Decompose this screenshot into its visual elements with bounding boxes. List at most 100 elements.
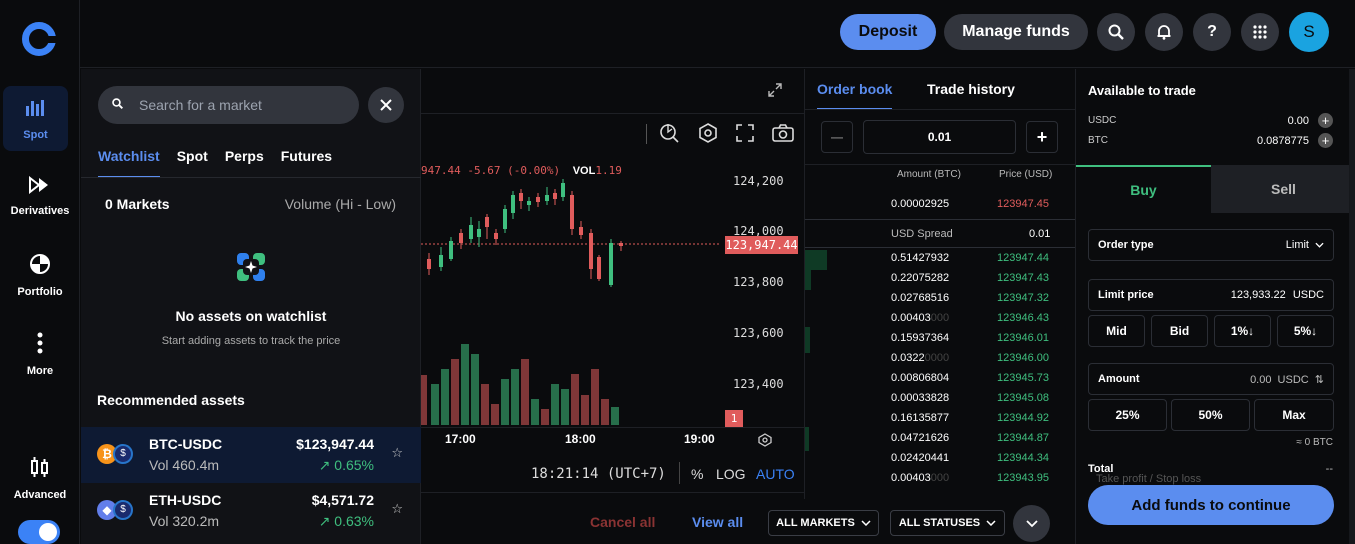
btc-icon: ₿ <box>97 444 117 464</box>
current-price-label: 123,947.44 <box>725 236 798 254</box>
search-input[interactable]: Search for a market <box>98 86 359 124</box>
percent-toggle[interactable]: % <box>691 466 704 482</box>
bid-row[interactable]: 0.00033828 123945.08 <box>805 392 1075 412</box>
bid-row[interactable]: 0.00403000 123946.43 <box>805 312 1075 332</box>
chart-settings-icon[interactable] <box>757 433 773 447</box>
scrollbar[interactable] <box>1349 69 1355 544</box>
time-tick: 17:00 <box>445 432 476 446</box>
increment-field[interactable]: 0.01 <box>863 120 1016 154</box>
bid-row[interactable]: 0.02768516 123947.32 <box>805 292 1075 312</box>
bid-row[interactable]: 0.51427932 123947.44 <box>805 252 1075 272</box>
top-bar: Deposit Manage funds ? S <box>80 0 1355 68</box>
bid-row[interactable]: 0.00806804 123945.73 <box>805 372 1075 392</box>
coinbase-logo[interactable] <box>22 22 56 56</box>
list-item[interactable]: ◆ $ ETH-USDC Vol 320.2m $4,571.72 ↗ 0.63… <box>81 483 421 539</box>
help-icon[interactable]: ? <box>1193 13 1231 51</box>
order-book: Order book Trade history — 0.01 + Amount… <box>804 69 1075 499</box>
tab-watchlist[interactable]: Watchlist <box>98 148 160 178</box>
tab-trade-history[interactable]: Trade history <box>927 81 1015 97</box>
rail-item-spot[interactable]: Spot <box>3 86 68 151</box>
add-funds-button[interactable]: Add funds to continue <box>1088 485 1334 525</box>
view-all-button[interactable]: View all <box>692 514 744 530</box>
decrement-button[interactable]: — <box>821 121 853 153</box>
increment-plus-button[interactable]: + <box>1026 121 1058 153</box>
sell-tab[interactable]: Sell <box>1211 165 1355 213</box>
manage-funds-button[interactable]: Manage funds <box>944 14 1088 50</box>
price-chart[interactable]: 947.44 -5.67 (-0.00%) VOL1.19 <box>421 69 804 544</box>
search-icon[interactable] <box>1097 13 1135 51</box>
limit-price-label: Limit price <box>1098 289 1154 301</box>
expand-icon[interactable] <box>768 83 782 97</box>
auto-toggle[interactable]: AUTO <box>756 466 795 482</box>
add-btc-icon[interactable]: + <box>1318 133 1333 148</box>
rail-label-more: More <box>26 365 54 377</box>
rail-label-advanced: Advanced <box>13 489 67 501</box>
bid-price: 123943.95 <box>997 472 1049 484</box>
close-icon[interactable] <box>368 87 404 123</box>
bid-price: 123945.08 <box>997 392 1049 404</box>
fullscreen-icon[interactable] <box>736 124 754 142</box>
market-tabs: Watchlist Spot Perps Futures <box>98 148 332 178</box>
tab-spot[interactable]: Spot <box>176 148 208 164</box>
cancel-all-button[interactable]: Cancel all <box>590 514 656 530</box>
mid-button[interactable]: Mid <box>1088 315 1145 347</box>
bid-row[interactable]: 0.15937364 123946.01 <box>805 332 1075 352</box>
list-item[interactable]: ₿ $ BTC-USDC Vol 460.4m $123,947.44 ↗ 0.… <box>81 427 421 483</box>
bid-amount: 0.22075282 <box>891 272 950 284</box>
bid-row[interactable]: 0.00403000 123943.95 <box>805 472 1075 492</box>
settings-icon[interactable] <box>697 122 719 144</box>
bid-row[interactable]: 0.22075282 123947.43 <box>805 272 1075 292</box>
all-statuses-dropdown[interactable]: ALL STATUSES <box>890 510 1005 536</box>
rail-item-advanced[interactable]: Advanced <box>0 456 80 501</box>
bid-row[interactable]: 0.02420441 123944.34 <box>805 452 1075 472</box>
star-icon[interactable]: ☆ <box>391 445 403 460</box>
5pct-below-button[interactable]: 5%↓ <box>1277 315 1334 347</box>
chevron-down-icon <box>986 520 996 526</box>
collapse-panel-button[interactable] <box>1013 505 1050 542</box>
bid-amount-padding: 000 <box>930 312 950 324</box>
balance-asset: BTC <box>1088 135 1108 146</box>
bid-button[interactable]: Bid <box>1151 315 1208 347</box>
left-rail: Spot Derivatives Portfolio More Advanced <box>0 0 80 544</box>
sort-dropdown[interactable]: Volume (Hi - Low) <box>284 196 396 212</box>
deposit-button[interactable]: Deposit <box>840 14 936 50</box>
ask-price: 123947.45 <box>997 198 1049 210</box>
avatar[interactable]: S <box>1289 12 1329 52</box>
log-toggle[interactable]: LOG <box>716 466 746 482</box>
bid-row[interactable]: 0.04721626 123944.87 <box>805 432 1075 452</box>
bell-icon[interactable] <box>1145 13 1183 51</box>
pct-25-button[interactable]: 25% <box>1088 399 1167 431</box>
market-search-panel: Search for a market Watchlist Spot Perps… <box>81 69 421 544</box>
tab-order-book[interactable]: Order book <box>817 81 893 110</box>
tab-futures[interactable]: Futures <box>280 148 333 164</box>
ask-row[interactable]: 0.00002925 123947.45 <box>805 198 1075 218</box>
star-icon[interactable]: ☆ <box>391 501 403 516</box>
swap-icon[interactable]: ⇅ <box>1314 373 1324 386</box>
order-type-select[interactable]: Order type Limit <box>1088 229 1334 261</box>
advanced-toggle[interactable] <box>18 520 60 544</box>
legend-values: 947.44 -5.67 (-0.00%) <box>421 164 561 177</box>
add-usdc-icon[interactable]: + <box>1318 113 1333 128</box>
camera-icon[interactable] <box>772 123 794 143</box>
bid-amount: 0.04721626 <box>891 432 950 444</box>
max-button[interactable]: Max <box>1254 399 1334 431</box>
pct-50-button[interactable]: 50% <box>1171 399 1250 431</box>
buy-tab[interactable]: Buy <box>1076 165 1211 213</box>
spread-label: USD Spread <box>891 228 953 240</box>
limit-price-field[interactable]: Limit price 123,933.22 USDC <box>1088 279 1334 311</box>
rail-item-portfolio[interactable]: Portfolio <box>0 253 80 298</box>
candlestick-plot <box>421 179 721 425</box>
all-markets-dropdown[interactable]: ALL MARKETS <box>768 510 879 536</box>
amount-field[interactable]: Amount 0.00 USDC ⇅ <box>1088 363 1334 395</box>
available-title: Available to trade <box>1088 83 1196 98</box>
rail-item-more[interactable]: More <box>0 332 80 377</box>
total-label: Total <box>1088 463 1114 475</box>
bid-row[interactable]: 0.16135877 123944.92 <box>805 412 1075 432</box>
indicator-icon[interactable] <box>659 121 681 143</box>
bid-row[interactable]: 0.03220000 123946.00 <box>805 352 1075 372</box>
1pct-below-button[interactable]: 1%↓ <box>1214 315 1271 347</box>
tp-sl-label[interactable]: Take profit / Stop loss <box>1096 473 1202 485</box>
apps-grid-icon[interactable] <box>1241 13 1279 51</box>
tab-perps[interactable]: Perps <box>224 148 264 164</box>
rail-item-derivatives[interactable]: Derivatives <box>0 175 80 217</box>
